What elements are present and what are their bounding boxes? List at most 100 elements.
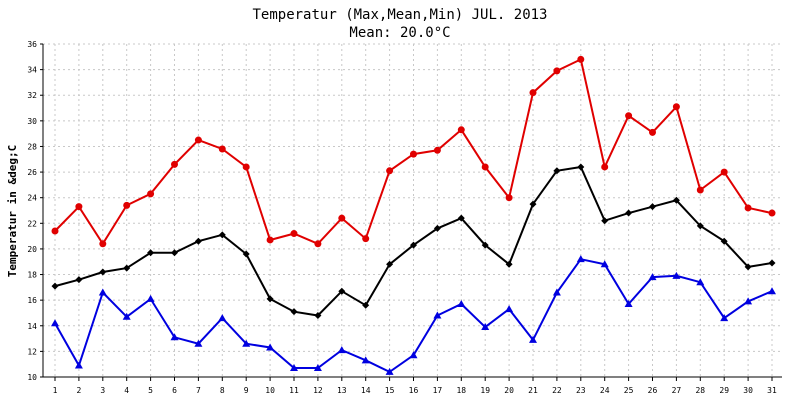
- x-tick-label: 23: [576, 386, 586, 395]
- data-point: [720, 314, 729, 322]
- data-point: [624, 299, 633, 307]
- data-point: [242, 163, 250, 171]
- data-point: [720, 237, 728, 245]
- x-tick-label: 13: [337, 386, 347, 395]
- data-point: [768, 209, 776, 217]
- data-point: [744, 204, 752, 212]
- x-tick-label: 30: [743, 386, 753, 395]
- data-point: [625, 209, 633, 217]
- y-tick-label: 20: [27, 245, 37, 254]
- data-point: [433, 311, 442, 319]
- data-point: [194, 136, 202, 144]
- data-point: [768, 287, 776, 295]
- chart-subtitle: Mean: 20.0°C: [349, 25, 450, 41]
- data-point: [290, 230, 298, 238]
- y-tick-label: 16: [27, 296, 37, 305]
- data-point: [194, 339, 203, 347]
- x-tick-label: 1: [53, 386, 58, 395]
- data-point: [410, 150, 417, 158]
- data-point: [410, 241, 417, 249]
- data-point: [672, 271, 681, 279]
- y-tick-label: 24: [27, 194, 37, 203]
- x-tick-label: 2: [76, 386, 81, 395]
- data-point: [481, 241, 489, 249]
- y-tick-label: 26: [27, 168, 37, 177]
- data-point: [481, 323, 490, 331]
- data-point: [361, 356, 370, 364]
- data-point: [242, 339, 251, 347]
- grid: [43, 43, 782, 377]
- data-point: [290, 308, 298, 316]
- data-point: [744, 263, 752, 271]
- data-point: [147, 190, 155, 198]
- data-point: [577, 55, 585, 63]
- chart-title: Temperatur (Max,Mean,Min) JUL. 2013: [252, 7, 547, 23]
- y-tick-label: 30: [27, 117, 37, 126]
- data-point: [171, 249, 178, 257]
- data-point: [577, 163, 585, 171]
- data-point: [433, 224, 441, 232]
- data-point: [696, 186, 704, 194]
- x-tick-label: 31: [767, 386, 777, 395]
- y-tick-label: 14: [27, 322, 37, 331]
- x-tick-label: 15: [385, 386, 395, 395]
- data-point: [433, 146, 441, 154]
- data-point: [696, 222, 704, 230]
- data-point: [51, 319, 59, 327]
- data-point: [601, 217, 609, 225]
- x-tick-label: 9: [244, 386, 249, 395]
- data-point: [99, 268, 107, 276]
- x-tick-label: 19: [480, 386, 490, 395]
- data-point: [553, 67, 561, 75]
- data-point: [744, 297, 753, 305]
- data-point: [505, 260, 513, 268]
- axes: [40, 43, 782, 381]
- x-tick-label: 11: [289, 386, 299, 395]
- data-point: [146, 294, 155, 302]
- data-point: [218, 314, 227, 322]
- x-tick-label: 21: [528, 386, 538, 395]
- data-point: [457, 126, 465, 134]
- x-tick-label: 24: [600, 386, 610, 395]
- x-tick-label: 8: [220, 386, 225, 395]
- data-point: [218, 231, 226, 239]
- data-point: [123, 264, 131, 272]
- data-point: [338, 287, 346, 295]
- x-tick-label: 10: [265, 386, 275, 395]
- data-point: [337, 346, 346, 354]
- data-point: [648, 273, 657, 281]
- x-ticks: 1 2 3 4 5 6 7 8 9 10 11 12 13 14 15 16 17 18 19 20 21 22 23 24 2…: [53, 386, 777, 395]
- data-point: [362, 301, 370, 309]
- data-point: [409, 351, 418, 359]
- y-axis-label: Temperatur in &deg;C: [6, 145, 19, 277]
- data-point: [505, 194, 513, 202]
- y-tick-label: 22: [27, 219, 37, 228]
- data-point: [74, 361, 83, 369]
- y-tick-label: 10: [27, 373, 37, 382]
- y-ticks: 10 12 14 16 18 20 22 24 26 28 30 32 34 36: [27, 40, 37, 382]
- y-tick-label: 12: [27, 347, 37, 356]
- x-tick-label: 29: [719, 386, 729, 395]
- data-point: [672, 103, 680, 111]
- data-point: [625, 112, 633, 120]
- x-tick-label: 7: [196, 386, 201, 395]
- data-point: [123, 201, 131, 209]
- data-point: [386, 167, 394, 175]
- data-point: [601, 163, 609, 171]
- y-tick-label: 28: [27, 142, 37, 151]
- data-point: [529, 335, 537, 343]
- data-point: [242, 250, 250, 258]
- data-point: [385, 367, 394, 375]
- data-point: [51, 227, 59, 235]
- y-tick-label: 36: [27, 40, 37, 49]
- y-tick-label: 34: [27, 66, 37, 75]
- data-point: [649, 203, 656, 211]
- data-point: [147, 249, 155, 257]
- data-point: [720, 168, 728, 176]
- data-point: [576, 255, 585, 263]
- data-point: [98, 288, 107, 296]
- data-point: [266, 295, 274, 303]
- data-point: [672, 196, 680, 204]
- data-point: [122, 312, 131, 320]
- data-point: [75, 276, 83, 284]
